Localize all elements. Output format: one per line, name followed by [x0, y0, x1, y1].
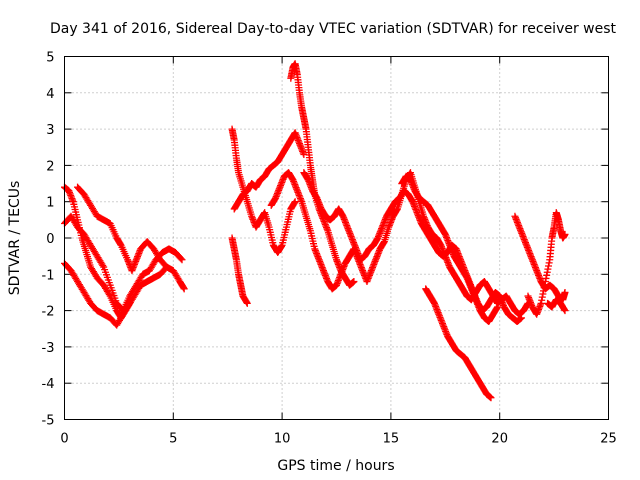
data-points	[61, 60, 569, 402]
series-track-7	[230, 129, 308, 213]
y-axis-label: SDTVAR / TECUs	[7, 181, 23, 296]
data-point	[561, 307, 569, 315]
x-tick-label: 0	[60, 432, 68, 447]
y-tick-label: 3	[46, 123, 54, 138]
y-tick-labels: -5 -4 -3 -2 -1 0 1 2 3 4 5	[42, 51, 55, 429]
y-tick-label: 0	[46, 232, 54, 247]
data-point	[494, 303, 502, 311]
plot-frame	[64, 56, 609, 420]
y-tick-label: -4	[42, 377, 55, 392]
x-tick-label: 15	[383, 432, 400, 447]
series-track-12	[422, 285, 495, 402]
series-track-14	[524, 209, 569, 318]
y-tick-label: 1	[46, 196, 54, 211]
y-tick-label: 5	[46, 51, 54, 66]
y-tick-label: 2	[46, 159, 54, 174]
data-point	[561, 230, 569, 238]
series-track-6	[228, 234, 251, 307]
data-point	[162, 262, 170, 270]
y-tick-label: -2	[42, 305, 55, 320]
data-point	[517, 314, 525, 322]
grid-lines	[64, 56, 609, 420]
y-tick-label: 4	[46, 87, 54, 102]
data-point	[180, 285, 188, 293]
chart-title: Day 341 of 2016, Sidereal Day-to-day VTE…	[50, 21, 617, 37]
data-point	[561, 288, 569, 296]
data-point	[243, 299, 251, 307]
data-point	[105, 291, 113, 299]
data-point	[291, 198, 299, 206]
data-point	[163, 263, 171, 271]
x-tick-label: 25	[600, 432, 617, 447]
x-tick-label: 10	[274, 432, 291, 447]
y-tick-label: -3	[42, 341, 55, 356]
series-track-3	[61, 259, 134, 329]
x-axis-label: GPS time / hours	[277, 458, 394, 474]
data-point	[126, 299, 134, 307]
series-track-8	[287, 60, 358, 289]
series-track-4	[74, 183, 171, 275]
data-point	[125, 301, 133, 309]
data-point	[177, 255, 185, 263]
series-track-11	[398, 172, 502, 325]
data-point	[487, 394, 495, 402]
data-point	[350, 278, 358, 286]
data-point	[178, 256, 186, 264]
y-tick-label: -5	[42, 414, 55, 429]
x-tick-label: 5	[169, 432, 177, 447]
x-tick-labels: 0 5 10 15 20 25	[60, 432, 616, 447]
x-tick-label: 20	[491, 432, 508, 447]
y-tick-label: -1	[42, 268, 55, 283]
data-point	[99, 261, 107, 269]
series-track-15	[544, 296, 569, 315]
